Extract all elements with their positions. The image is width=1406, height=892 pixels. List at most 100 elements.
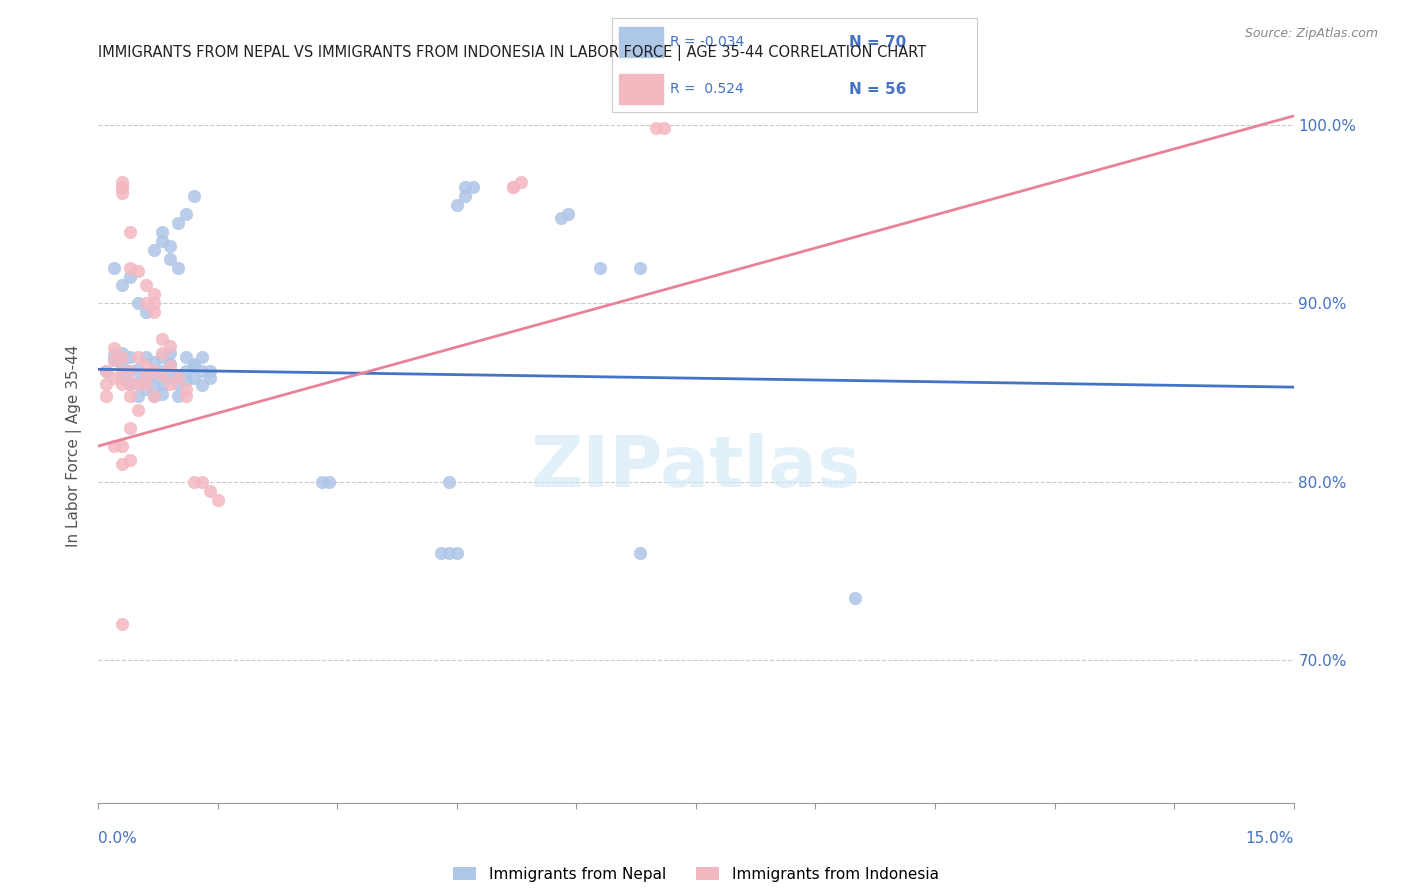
Point [159,346,181,360]
Point [135,376,157,391]
Point [454,189,477,203]
Point [502,180,524,194]
Point [103,260,125,275]
Text: N = 56: N = 56 [849,81,907,96]
Point [120,376,142,391]
Point [120,364,142,378]
Point [127,376,149,391]
Text: 0.0%: 0.0% [98,831,138,846]
Point [318,475,340,489]
Point [198,371,221,385]
Point [143,368,166,382]
Point [652,121,675,136]
Y-axis label: In Labor Force | Age 35-44: In Labor Force | Age 35-44 [66,345,83,547]
Point [167,368,190,382]
Point [446,198,468,212]
Point [159,359,181,373]
Point [167,216,190,230]
Text: ZIPatlas: ZIPatlas [531,433,860,502]
Point [120,260,142,275]
Point [120,376,142,391]
Point [111,439,134,453]
Point [111,180,134,194]
Point [437,475,460,489]
Point [183,475,205,489]
Point [120,389,142,403]
Point [143,296,166,310]
Point [150,350,173,364]
Point [183,357,205,371]
Point [103,341,125,355]
Bar [619,74,662,104]
Point [150,368,173,382]
Point [127,362,149,376]
Point [96,364,118,378]
Point [174,373,197,387]
Point [509,175,531,189]
Point [557,207,579,221]
Point [111,350,134,364]
Point [159,252,181,266]
Point [191,378,214,392]
Point [159,339,181,353]
Point [111,175,134,189]
Point [120,453,142,467]
Point [174,207,197,221]
Point [150,225,173,239]
Point [127,350,149,364]
Point [120,421,142,435]
Point [127,389,149,403]
Point [111,359,134,373]
Point [159,357,181,371]
Point [628,546,651,560]
Point [191,475,214,489]
Point [183,359,205,373]
Point [135,296,157,310]
Point [198,364,221,378]
Point [120,225,142,239]
Point [191,350,214,364]
Point [454,180,477,194]
Point [111,617,134,632]
Point [135,371,157,385]
Point [150,332,173,346]
Point [96,376,118,391]
Point [111,186,134,200]
Point [207,492,229,507]
Point [159,371,181,385]
Text: R =  0.524: R = 0.524 [671,82,744,96]
Point [103,371,125,385]
Point [143,389,166,403]
Point [96,389,118,403]
Point [844,591,866,605]
Point [159,239,181,253]
Point [135,359,157,373]
Point [135,278,157,293]
Point [167,260,190,275]
Point [589,260,612,275]
Point [111,278,134,293]
Point [645,121,668,136]
Point [628,260,651,275]
Bar [619,28,662,57]
Point [159,376,181,391]
Text: R = -0.034: R = -0.034 [671,35,744,49]
Point [135,305,157,319]
Point [120,364,142,378]
Point [120,269,142,284]
Point [143,364,166,378]
Point [127,296,149,310]
Point [150,346,173,360]
Point [120,350,142,364]
Point [150,387,173,401]
Point [127,375,149,389]
Point [502,180,524,194]
Point [111,180,134,194]
Point [183,371,205,385]
Point [111,376,134,391]
Point [183,189,205,203]
Point [143,389,166,403]
Point [167,389,190,403]
Point [150,376,173,391]
Point [143,287,166,301]
